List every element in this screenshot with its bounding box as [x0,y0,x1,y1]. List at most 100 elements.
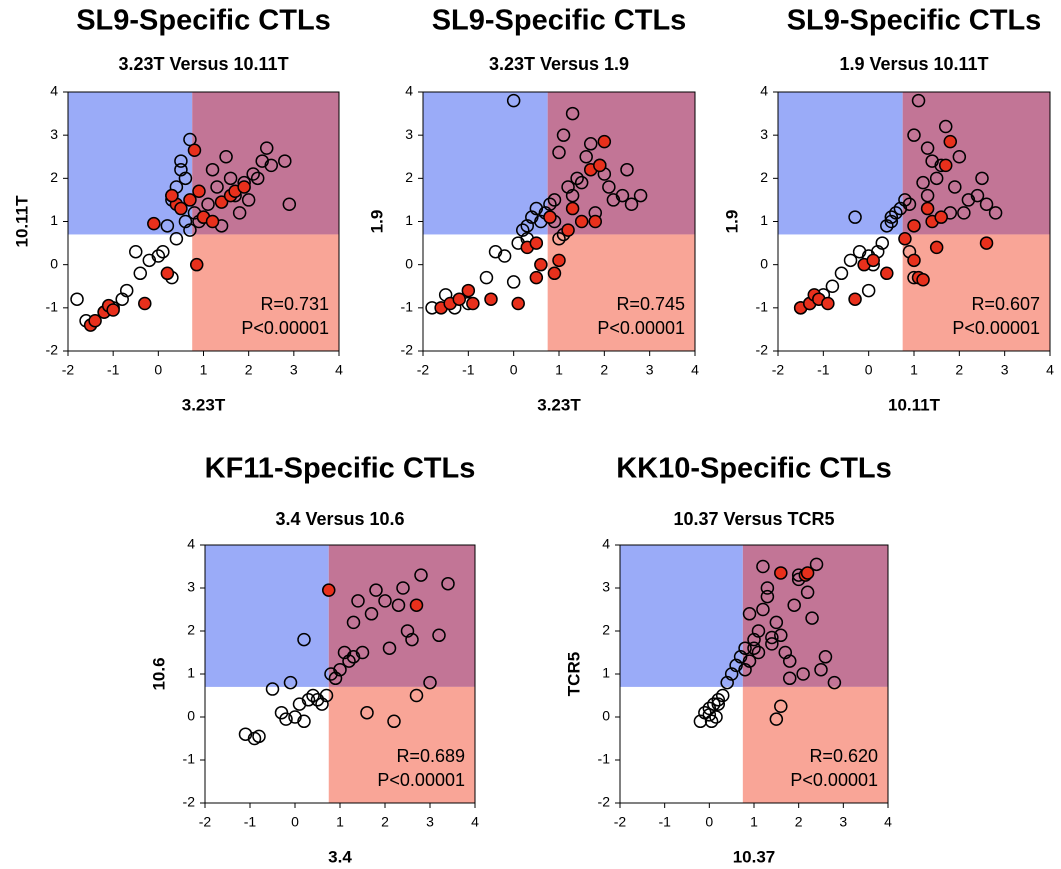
chart-subtitle: 3.23T Versus 10.11T [118,54,288,74]
point [704,714,719,729]
panel: SL9-Specific CTLs 3.23T Versus 10.11T -2 -1… [12,5,343,415]
y-tick-label: 0 [760,255,768,271]
x-tick-label: 3 [1001,362,1009,378]
y-tick-label: -1 [46,299,59,315]
point [328,671,343,686]
chart-subtitle: 10.37 Versus TCR5 [673,509,834,529]
point [861,283,876,298]
point [461,283,476,298]
y-axis-label: 1.9 [367,210,386,234]
y-tick-label: 0 [50,255,58,271]
x-axis-label: 3.23T [182,395,226,414]
point [250,171,265,186]
quadrant-upper-left [68,92,193,235]
quadrant-upper-left [423,92,548,235]
y-tick-label: -2 [598,794,611,810]
point [733,650,748,664]
point [747,641,761,655]
point [898,232,912,246]
point [547,193,562,207]
point [778,645,793,660]
point [115,292,129,306]
point [583,137,598,151]
point [174,162,188,177]
chart-title: SL9-Specific CTLs [787,5,1042,37]
point [738,641,752,655]
point [561,180,575,194]
x-tick-label: 2 [795,814,803,830]
point [452,292,467,306]
x-tick-label: 1 [200,362,208,378]
point [747,632,761,647]
y-tick-label: 3 [760,126,768,142]
point [543,197,557,211]
point [702,708,717,722]
point [884,214,899,229]
y-tick-label: 4 [187,536,195,552]
point [570,171,584,186]
point [884,210,899,224]
point [515,223,530,237]
point [751,645,766,660]
point [282,197,297,211]
point [156,244,170,259]
point [929,171,944,186]
point [765,630,779,645]
point [602,180,616,194]
quadrant-upper-left [620,545,743,687]
x-tick-label: -2 [772,362,785,378]
point [934,210,948,224]
y-tick-label: 0 [602,708,610,724]
point [466,296,480,311]
point [297,632,311,647]
panel: KF11-Specific CTLs 3.4 Versus 10.6 -2 -1 0 1 2… [149,453,479,867]
quadrant-upper-left [205,545,329,687]
point [702,701,717,716]
point [729,658,743,673]
point [133,266,148,281]
y-tick-label: 2 [405,169,413,185]
y-tick-label: 4 [405,83,413,99]
point [693,714,708,729]
point [633,188,648,203]
point [387,714,401,729]
point [506,93,521,108]
point [342,654,356,668]
x-tick-label: 0 [510,362,518,378]
x-tick-label: -1 [462,362,475,378]
x-axis-label: 3.23T [537,395,581,414]
y-axis-label: 1.9 [722,210,741,234]
point [201,197,215,211]
x-axis-label: 10.11T [888,395,941,414]
point [160,219,175,233]
x-tick-label: 0 [291,814,299,830]
point [880,266,894,281]
point [738,662,752,677]
y-tick-label: -2 [401,342,414,358]
annotation: R=0.607 [971,294,1040,314]
point [346,615,361,630]
point [346,650,361,664]
chart-title: KF11-Specific CTLs [205,453,476,485]
point [818,650,833,664]
point [506,275,521,289]
point [405,632,419,647]
x-tick-label: -1 [107,362,120,378]
quadrant-lower-right [192,234,339,351]
point [178,214,193,229]
point [214,195,229,209]
point [975,171,989,186]
chart-subtitle: 1.9 Versus 10.11T [839,54,988,74]
x-tick-label: 3 [839,814,847,830]
point [875,236,890,250]
point [169,232,184,246]
point [355,645,370,660]
x-tick-label: 2 [381,814,389,830]
point [556,128,571,142]
point [565,188,580,203]
x-tick-label: 3 [290,362,298,378]
point [615,188,630,203]
point [751,624,766,638]
quadrant-lower-right [902,234,1050,351]
point [241,193,256,207]
